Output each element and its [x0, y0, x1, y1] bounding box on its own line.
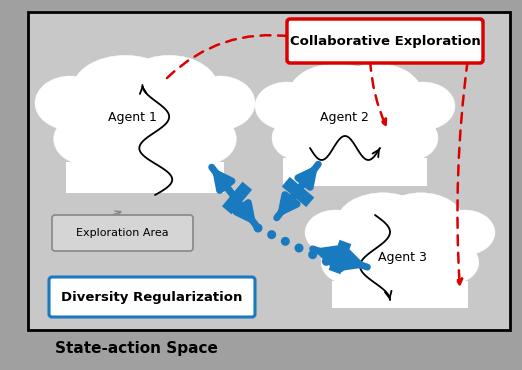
Ellipse shape — [434, 210, 495, 255]
Text: Agent 3: Agent 3 — [378, 252, 427, 265]
Ellipse shape — [272, 115, 328, 161]
Ellipse shape — [357, 86, 437, 150]
Ellipse shape — [321, 242, 374, 283]
Ellipse shape — [289, 64, 385, 124]
Text: Exploration Area: Exploration Area — [76, 228, 168, 238]
Ellipse shape — [55, 81, 143, 152]
FancyArrowPatch shape — [370, 61, 386, 125]
FancyBboxPatch shape — [28, 12, 510, 330]
Ellipse shape — [255, 82, 319, 130]
FancyArrowPatch shape — [457, 61, 468, 285]
Ellipse shape — [35, 76, 105, 130]
Ellipse shape — [378, 193, 464, 250]
Text: Collaborative Exploration: Collaborative Exploration — [290, 34, 480, 47]
Ellipse shape — [322, 214, 398, 274]
Bar — [331, 281, 468, 307]
Ellipse shape — [185, 76, 255, 130]
Ellipse shape — [85, 81, 206, 179]
Circle shape — [254, 223, 263, 232]
Ellipse shape — [337, 193, 429, 250]
Ellipse shape — [305, 210, 366, 255]
Ellipse shape — [300, 86, 410, 174]
FancyBboxPatch shape — [287, 19, 483, 63]
Ellipse shape — [348, 214, 452, 296]
Ellipse shape — [332, 64, 422, 124]
Bar — [283, 158, 427, 186]
Ellipse shape — [120, 55, 219, 124]
Ellipse shape — [73, 55, 178, 124]
Ellipse shape — [402, 214, 478, 274]
Ellipse shape — [317, 128, 393, 176]
Text: Agent 1: Agent 1 — [108, 111, 157, 124]
Circle shape — [336, 263, 345, 272]
Circle shape — [322, 257, 331, 266]
Ellipse shape — [382, 115, 438, 161]
FancyBboxPatch shape — [52, 215, 193, 251]
Circle shape — [281, 237, 290, 246]
Circle shape — [308, 250, 317, 259]
Ellipse shape — [54, 114, 115, 164]
Bar — [66, 161, 224, 193]
Circle shape — [294, 243, 303, 252]
Ellipse shape — [103, 128, 187, 182]
Ellipse shape — [425, 242, 479, 283]
Circle shape — [267, 230, 276, 239]
Text: State-action Space: State-action Space — [55, 340, 218, 356]
Ellipse shape — [175, 114, 236, 164]
Ellipse shape — [364, 253, 436, 299]
Text: Diversity Regularization: Diversity Regularization — [61, 290, 243, 303]
Ellipse shape — [273, 86, 353, 150]
FancyArrowPatch shape — [167, 35, 292, 78]
Text: Agent 2: Agent 2 — [320, 111, 369, 124]
Ellipse shape — [391, 82, 455, 130]
FancyBboxPatch shape — [49, 277, 255, 317]
Ellipse shape — [147, 81, 235, 152]
